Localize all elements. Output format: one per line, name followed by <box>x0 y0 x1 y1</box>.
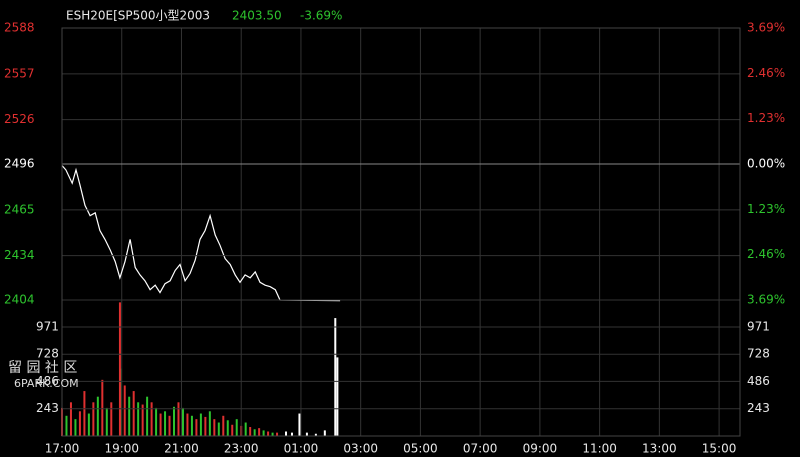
y-tick-label: 486 <box>36 374 59 388</box>
volume-bar <box>222 415 225 436</box>
volume-bar <box>186 413 189 436</box>
y-tick-label: 243 <box>36 401 59 415</box>
x-tick-label: 01:00 <box>284 442 319 456</box>
x-tick-label: 11:00 <box>582 442 617 456</box>
volume-bar <box>123 385 126 436</box>
volume-bar <box>168 415 171 436</box>
y2-tick-label: 2.46% <box>747 247 785 261</box>
volume-bar <box>137 402 140 436</box>
volume-bar <box>298 413 301 436</box>
volume-bar <box>105 407 108 436</box>
volume-bar <box>336 357 339 436</box>
volume-bar <box>181 407 184 436</box>
volume-bar <box>276 432 279 436</box>
volume-bar <box>334 318 337 436</box>
volume-bar <box>195 419 198 436</box>
volume-bar <box>244 422 247 436</box>
volume-bar <box>128 396 131 436</box>
y2-tick-label: 3.69% <box>747 21 785 35</box>
volume-bar <box>258 428 261 436</box>
volume-bar <box>141 404 144 436</box>
volume-bar <box>204 416 207 436</box>
volume-bar <box>155 407 158 436</box>
volume-bar <box>69 402 72 436</box>
x-tick-label: 15:00 <box>702 442 737 456</box>
x-tick-label: 07:00 <box>463 442 498 456</box>
volume-bar <box>226 420 229 436</box>
volume-bar <box>164 411 167 436</box>
x-tick-label: 23:00 <box>224 442 259 456</box>
y-tick-label: 2404 <box>4 293 35 307</box>
volume-bar <box>235 419 238 436</box>
volume-bar <box>177 402 180 436</box>
volume-bar <box>173 406 176 436</box>
volume-bar <box>290 432 293 436</box>
y2-tick-label: 3.69% <box>747 293 785 307</box>
y-tick-label: 2557 <box>4 66 35 80</box>
volume-bar <box>190 415 193 436</box>
volume-bar <box>96 396 99 436</box>
x-tick-label: 21:00 <box>164 442 199 456</box>
y-tick-label: 728 <box>36 347 59 361</box>
y-tick-label: 2588 <box>4 21 35 35</box>
volume-bar <box>74 419 77 436</box>
y2-tick-label: 1.23% <box>747 111 785 125</box>
x-tick-label: 03:00 <box>343 442 378 456</box>
x-tick-label: 17:00 <box>45 442 80 456</box>
volume-bar <box>87 413 90 436</box>
volume-bar <box>132 391 135 436</box>
volume-bar <box>146 396 149 436</box>
x-tick-label: 19:00 <box>104 442 139 456</box>
y2-tick-label: 728 <box>747 347 770 361</box>
volume-bar <box>314 433 317 436</box>
y2-tick-label: 0.00% <box>747 157 785 171</box>
volume-bar <box>231 424 234 436</box>
volume-bar <box>305 432 308 436</box>
y-tick-label: 2496 <box>4 157 35 171</box>
watermark-site: 6PARK.COM <box>14 377 79 390</box>
volume-bar <box>159 413 162 436</box>
volume-bar <box>78 411 81 436</box>
volume-bar <box>150 402 153 436</box>
x-tick-label: 13:00 <box>642 442 677 456</box>
y-tick-label: 2526 <box>4 112 35 126</box>
volume-bar <box>267 431 270 436</box>
y2-tick-label: 2.46% <box>747 66 785 80</box>
volume-bar <box>118 302 121 436</box>
volume-bar <box>285 431 288 436</box>
volume-bar <box>208 411 211 436</box>
volume-bar <box>110 402 113 436</box>
volume-bar <box>217 422 220 436</box>
y2-tick-label: 971 <box>747 319 770 333</box>
x-tick-label: 05:00 <box>403 442 438 456</box>
y2-tick-label: 243 <box>747 401 770 415</box>
volume-bar <box>271 432 274 436</box>
volume-bar <box>199 413 202 436</box>
watermark: 留 园 社 区 <box>8 360 77 376</box>
x-tick-label: 09:00 <box>523 442 558 456</box>
volume-bar <box>323 430 326 436</box>
volume-bar <box>83 391 86 436</box>
volume-bar <box>262 430 265 436</box>
y2-tick-label: 486 <box>747 374 770 388</box>
volume-bar <box>101 379 104 436</box>
volume-bar <box>249 427 252 436</box>
change: -3.69% <box>300 9 342 23</box>
volume-bar <box>92 402 95 436</box>
y-tick-label: 2465 <box>4 202 35 216</box>
y-tick-label: 971 <box>36 319 59 333</box>
volume-bar <box>65 415 68 436</box>
y2-tick-label: 1.23% <box>747 202 785 216</box>
plot-frame <box>61 27 741 437</box>
volume-bar <box>253 429 256 436</box>
price-line <box>61 165 341 302</box>
volume-bar <box>213 419 216 436</box>
chart-title: ESH20E[SP500小型2003 <box>66 9 210 23</box>
last-price: 2403.50 <box>232 9 282 23</box>
y-tick-label: 2434 <box>4 248 35 262</box>
